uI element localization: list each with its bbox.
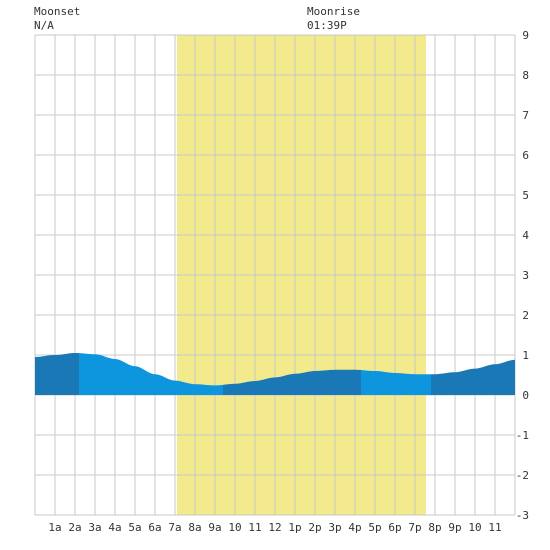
- y-tick-label: 1: [522, 349, 529, 362]
- x-tick-label: 7a: [168, 521, 181, 534]
- x-tick-label: 3a: [88, 521, 101, 534]
- tide-area-segment: [35, 353, 79, 395]
- tide-area-segment: [79, 353, 223, 395]
- y-tick-label: -1: [516, 429, 529, 442]
- x-tick-label: 8p: [428, 521, 441, 534]
- x-tick-label: 11: [488, 521, 501, 534]
- x-tick-label: 2p: [308, 521, 321, 534]
- y-tick-label: 8: [522, 69, 529, 82]
- y-tick-label: 3: [522, 269, 529, 282]
- moonset-info: Moonset N/A: [34, 5, 80, 33]
- y-tick-label: 4: [522, 229, 529, 242]
- x-tick-label: 4a: [108, 521, 121, 534]
- x-tick-label: 11: [248, 521, 261, 534]
- tide-area-segment: [361, 370, 431, 395]
- x-tick-label: 5p: [368, 521, 381, 534]
- x-tick-label: 12: [268, 521, 281, 534]
- y-tick-label: -2: [516, 469, 529, 482]
- x-tick-label: 10: [468, 521, 481, 534]
- x-tick-label: 4p: [348, 521, 361, 534]
- y-tick-label: 7: [522, 109, 529, 122]
- y-tick-label: -3: [516, 509, 529, 522]
- moonrise-value: 01:39P: [307, 19, 347, 32]
- y-tick-label: 5: [522, 189, 529, 202]
- moonset-label: Moonset: [34, 5, 81, 18]
- y-tick-label: 2: [522, 309, 529, 322]
- y-tick-label: 9: [522, 29, 529, 42]
- x-tick-label: 10: [228, 521, 241, 534]
- x-tick-label: 1p: [288, 521, 301, 534]
- x-tick-label: 7p: [408, 521, 421, 534]
- x-tick-label: 5a: [128, 521, 141, 534]
- moonrise-label: Moonrise: [307, 5, 360, 18]
- x-tick-label: 8a: [188, 521, 201, 534]
- y-tick-label: 6: [522, 149, 529, 162]
- tide-area-segment: [223, 369, 361, 395]
- x-tick-label: 1a: [48, 521, 61, 534]
- x-tick-label: 9p: [448, 521, 461, 534]
- x-tick-label: 3p: [328, 521, 341, 534]
- x-tick-label: 6p: [388, 521, 401, 534]
- moonset-value: N/A: [34, 19, 54, 32]
- x-tick-label: 9a: [208, 521, 221, 534]
- moonrise-info: Moonrise 01:39P: [307, 5, 360, 33]
- y-tick-label: 0: [522, 389, 529, 402]
- tide-area-segment: [431, 359, 515, 395]
- x-tick-label: 6a: [148, 521, 161, 534]
- x-tick-label: 2a: [68, 521, 81, 534]
